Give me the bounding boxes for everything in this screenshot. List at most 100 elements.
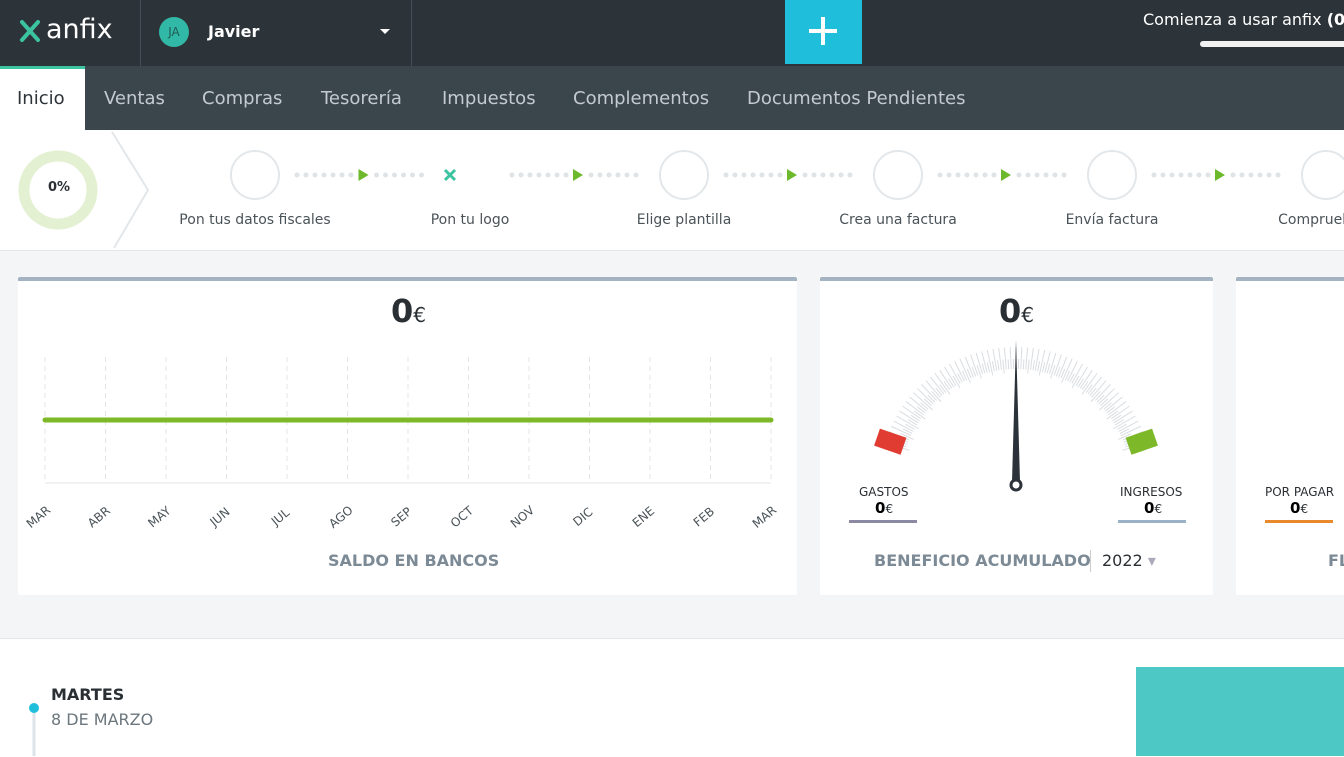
step-label[interactable]: Pon tu logo: [431, 212, 510, 228]
gauge-tick: [1062, 359, 1073, 383]
step-label[interactable]: Crea una factura: [839, 212, 957, 228]
gauge-tick: [1078, 379, 1083, 387]
month-label: OCT: [448, 503, 477, 530]
gauge-tick: [1111, 406, 1129, 419]
nav-item[interactable]: Complementos: [573, 88, 709, 109]
month-label: FEB: [691, 504, 717, 529]
gauge-tick: [903, 406, 921, 419]
plus-icon: [809, 17, 837, 45]
gauge-tick: [1072, 364, 1083, 383]
gauge-tick: [913, 393, 932, 410]
gauge-tick: [998, 360, 999, 370]
month-label: DIC: [570, 505, 595, 529]
gauge-tick: [982, 351, 987, 372]
step-label[interactable]: Envía factura: [1066, 212, 1159, 228]
gauge-tick: [1042, 362, 1044, 372]
gauge-tick: [899, 411, 918, 423]
nav-item[interactable]: Inicio: [17, 88, 65, 109]
arrow: [787, 169, 797, 181]
month-label: MAR: [750, 503, 780, 531]
gauge-tick: [948, 379, 953, 387]
gauge-tick: [1031, 348, 1034, 370]
gauge-tick: [1010, 347, 1011, 369]
gauge-marker: [1126, 429, 1158, 455]
logo-icon: [22, 22, 38, 40]
gauge-tick: [960, 359, 971, 383]
gauge-tick: [1097, 395, 1104, 402]
dropdown-arrow[interactable]: [380, 29, 390, 34]
step-label[interactable]: Elige plantilla: [637, 212, 732, 228]
gauge-tick: [992, 361, 994, 371]
nav-item[interactable]: Documentos Pendientes: [747, 88, 965, 109]
step-label[interactable]: Pon tus datos fiscales: [179, 212, 330, 228]
gauge-tick: [924, 399, 931, 406]
progress-ring: [24, 156, 92, 224]
gauge-tick: [1047, 364, 1050, 374]
gauge-tick: [936, 388, 942, 396]
step-label[interactable]: Comprueba R: [1278, 212, 1344, 228]
gauge-tick: [922, 384, 937, 400]
gauge-tick: [940, 385, 946, 393]
gauge-tick: [1107, 407, 1115, 413]
gauge-tick: [1113, 415, 1121, 421]
gauge-tick: [1021, 347, 1022, 369]
gauge-tick: [935, 373, 950, 394]
nav-item[interactable]: Impuestos: [442, 88, 536, 109]
gauge-tick: [1004, 347, 1006, 369]
nav-item[interactable]: Tesorería: [321, 88, 402, 109]
gauge-tick: [1090, 388, 1096, 396]
gauge-tick: [950, 364, 961, 383]
gauge-marker: [874, 429, 906, 455]
arrow: [573, 169, 583, 181]
gauge-tick: [982, 364, 985, 374]
gauge-tick: [1038, 361, 1040, 371]
gauge-tick: [1033, 360, 1034, 370]
gauge-tick: [928, 395, 935, 402]
gauge-tick: [1099, 388, 1115, 403]
gauge-tick: [1092, 381, 1106, 398]
needle-pivot: [1011, 480, 1021, 490]
gauge-tick: [1023, 359, 1024, 369]
month-label: ENE: [630, 504, 657, 530]
gauge-tick: [940, 370, 952, 388]
gauge-tick: [1080, 370, 1092, 388]
gauge-tick: [945, 367, 956, 386]
gauge-tick: [1099, 393, 1118, 410]
gauge-tick: [1104, 403, 1112, 410]
nav-item[interactable]: Compras: [202, 88, 282, 109]
gauge-tick: [1086, 385, 1092, 393]
gauge-tick: [1082, 373, 1097, 394]
step-icon: [1088, 151, 1136, 199]
gauge-tick: [1114, 411, 1133, 423]
gauge-tick: [987, 350, 992, 375]
gauge-tick: [1028, 360, 1029, 374]
arrow: [1001, 169, 1011, 181]
step-icon: [874, 151, 922, 199]
gauge-tick: [921, 403, 929, 410]
arrow: [1215, 169, 1225, 181]
gauge-tick: [944, 382, 950, 390]
gauge-tick: [1039, 350, 1044, 375]
gauge-tick: [894, 421, 913, 431]
gauge-tick: [999, 348, 1002, 370]
gauge-tick: [926, 381, 940, 398]
gauge-tick: [917, 407, 925, 413]
gauge-tick: [908, 420, 917, 425]
month-label: ABR: [85, 504, 113, 531]
month-label: MAR: [24, 503, 54, 531]
month-label: NOV: [508, 503, 538, 531]
step-icon: [1302, 151, 1344, 199]
month-label: SEP: [388, 504, 414, 529]
gauge-tick: [1101, 399, 1108, 406]
month-label: JUL: [268, 505, 293, 529]
gauge-tick: [1003, 360, 1004, 374]
chevron: [112, 132, 148, 248]
gauge-tick: [1045, 351, 1050, 372]
month-label: MAY: [145, 503, 174, 530]
gauge-tick: [1026, 347, 1028, 369]
nav-item[interactable]: Ventas: [104, 88, 165, 109]
timeline-dot: [29, 703, 39, 713]
gauge-tick: [1076, 367, 1087, 386]
